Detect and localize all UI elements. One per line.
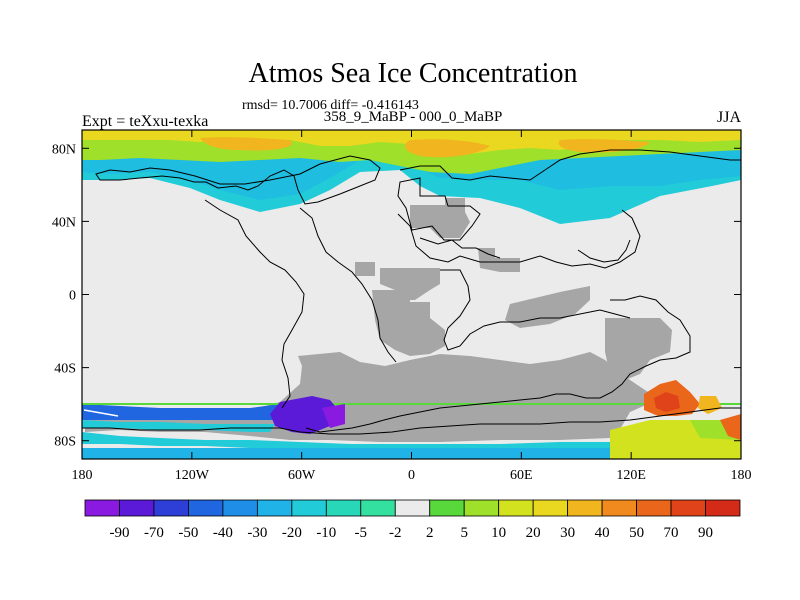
y-tick-label: 40S (54, 362, 76, 377)
x-tick-label: 120W (175, 468, 210, 483)
land-patch-mid-2 (372, 290, 445, 356)
colorbar-swatch (705, 499, 741, 517)
period-label: 358_9_MaBP - 000_0_MaBP (324, 109, 503, 125)
colorbar-swatch (463, 499, 500, 517)
colorbar-label: 10 (491, 525, 506, 541)
coast-small-1 (419, 237, 501, 259)
colorbar-label: 20 (526, 525, 541, 541)
colorbar-label: -70 (144, 525, 164, 541)
antarctic-orange-edge (698, 396, 722, 414)
colorbar-label: -10 (316, 525, 336, 541)
antarctic-cyan-band-1 (82, 420, 275, 432)
arctic-orange-patch-1 (200, 137, 292, 151)
chart-title: Atmos Sea Ice Concentration (249, 58, 578, 89)
coast-north-interior (397, 177, 481, 241)
colorbar-swatch (601, 499, 637, 517)
colorbar-label: 70 (664, 525, 679, 541)
colorbar: -90 -70 -50 -40 -30 -20 -10 -5 -2 2 5 10 20 30 40 50 70 9… (84, 499, 741, 541)
x-tick-label: 180 (72, 468, 93, 483)
coast-west-inner (299, 207, 397, 363)
antarctic-purple-patch (270, 396, 340, 434)
arctic-orange-patch-3 (558, 139, 650, 153)
colorbar-label: 2 (426, 525, 434, 541)
land-patch-east-2 (605, 318, 672, 380)
colorbar-swatch (119, 499, 155, 517)
x-tick-label: 60E (510, 468, 533, 483)
colorbar-swatch (222, 499, 258, 517)
experiment-label: Expt = teXxu-texka (82, 113, 208, 130)
colorbar-swatch (153, 499, 189, 517)
colorbar-label: -5 (355, 525, 368, 541)
colorbar-swatch (532, 499, 569, 517)
coast-antarctic (82, 407, 741, 435)
colorbar-label: 50 (629, 525, 644, 541)
antarctic-red-core (654, 392, 680, 412)
colorbar-label: -40 (213, 525, 233, 541)
x-tick-label: 60W (288, 468, 316, 483)
colorbar-label: -2 (389, 525, 402, 541)
y-tick-label: 40N (52, 215, 76, 230)
rmsd-diff-stats: rmsd= 10.7006 diff= -0.416143 (242, 98, 419, 113)
x-tick-label: 180 (731, 468, 752, 483)
coast-central-south (440, 269, 631, 351)
x-tick-label: 120E (616, 468, 646, 483)
coast-central-north (397, 209, 641, 269)
antarctic-violet-core (322, 404, 345, 428)
y-tick-label: 0 (69, 289, 76, 304)
colorbar-swatch (636, 499, 672, 517)
colorbar-swatch (84, 499, 120, 517)
colorbar-swatch (360, 499, 396, 517)
land-patch-west-1 (355, 262, 375, 276)
colorbar-label: -90 (109, 525, 129, 541)
land-patch-north-1 (410, 198, 470, 238)
axes: 180 120W 60W 0 60E 120E 180 80N 40N 0 40S 80S (52, 130, 752, 483)
colorbar-swatch (429, 499, 465, 517)
colorbar-swatch (256, 499, 293, 517)
colorbar-label: 5 (460, 525, 468, 541)
colorbar-label: -30 (247, 525, 267, 541)
y-tick-label: 80S (54, 435, 76, 450)
colorbar-swatch (567, 499, 603, 517)
antarctic-blue-band (82, 404, 290, 420)
antarctic-orange-east (720, 414, 741, 440)
coastlines (82, 149, 741, 435)
coast-south-east (305, 295, 691, 433)
coast-small-2 (577, 239, 631, 263)
map-field (82, 130, 741, 459)
arctic-orange-patch-2 (404, 139, 490, 158)
coast-west-margin (204, 199, 305, 409)
coast-north-west (95, 155, 381, 205)
colorbar-label: 30 (560, 525, 575, 541)
colorbar-swatch (670, 499, 706, 517)
land-patch-east-1 (505, 286, 590, 328)
colorbar-label: -20 (282, 525, 302, 541)
colorbar-swatch (325, 499, 362, 517)
antarctic-cyan-band-2 (82, 432, 610, 450)
colorbar-swatch (188, 499, 224, 517)
colorbar-swatch (498, 499, 534, 517)
colorbar-swatch (291, 499, 327, 517)
colorbar-swatch (394, 499, 431, 517)
antarctic-ice-change (82, 380, 741, 459)
arctic-ice-change (82, 130, 741, 224)
coast-north-east (399, 149, 741, 181)
colorbar-label: -50 (178, 525, 198, 541)
colorbar-label: 40 (595, 525, 610, 541)
x-tick-label: 0 (408, 468, 415, 483)
colorbar-label: 90 (698, 525, 713, 541)
season-label: JJA (717, 109, 741, 126)
land-patch-mid-1 (380, 268, 440, 300)
y-tick-label: 80N (52, 142, 76, 157)
